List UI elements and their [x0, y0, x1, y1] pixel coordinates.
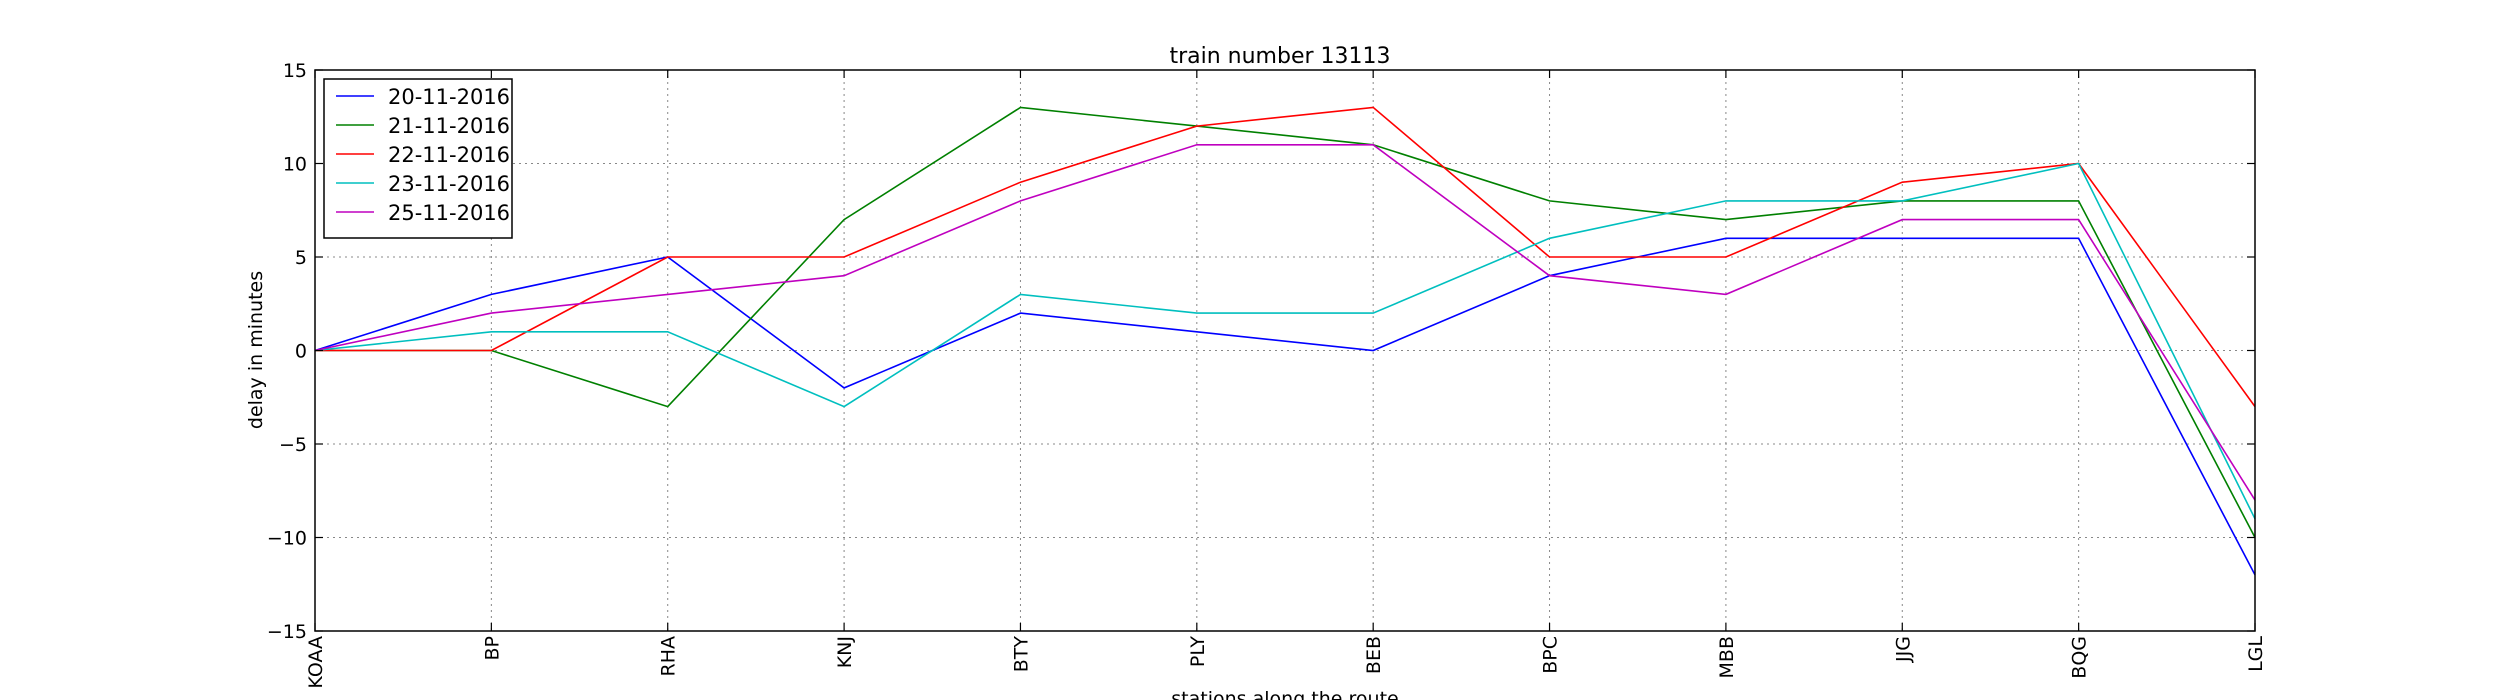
y-tick-label: −5 [279, 434, 307, 456]
legend-entry: 25-11-2016 [388, 201, 510, 225]
x-tick-label: BEB [1363, 636, 1385, 674]
y-axis-label: delay in minutes [245, 271, 267, 429]
x-tick-label: BQG [2069, 636, 2091, 679]
series-line [314, 162, 2256, 520]
x-tick-label: KNJ [834, 636, 856, 668]
series-line [315, 106, 2256, 538]
x-axis-label: stations along the route [1171, 688, 1398, 700]
series-line [315, 106, 2256, 408]
series-lines [314, 106, 2256, 576]
y-tick-label: −15 [267, 621, 307, 643]
legend-entry: 21-11-2016 [388, 114, 510, 138]
y-tick-label: 15 [283, 60, 307, 82]
x-tick-label: RHA [658, 636, 680, 677]
legend-entry: 20-11-2016 [388, 85, 510, 109]
legend: 20-11-2016 21-11-2016 22-11-2016 23-11-2016… [323, 78, 513, 239]
legend-entry: 22-11-2016 [388, 143, 510, 167]
y-axis: −15 −10 −5 0 5 10 15 [267, 60, 2255, 643]
x-tick-label: PLY [1187, 636, 1209, 668]
x-tick-label: MBB [1716, 636, 1738, 678]
plot-frame [314, 69, 2256, 632]
y-tick-label: 10 [283, 154, 307, 176]
chart-title: train number 13113 [1169, 44, 1390, 69]
x-tick-label: BPC [1540, 636, 1562, 674]
x-tick-label: LGL [2245, 636, 2267, 672]
x-tick-label: KOAA [305, 636, 327, 689]
legend-entry: 23-11-2016 [388, 172, 510, 196]
x-tick-label: BP [481, 636, 503, 661]
y-tick-label: 0 [295, 341, 307, 363]
x-tick-label: BTY [1010, 636, 1032, 673]
series-line [314, 237, 2256, 576]
grid-lines [314, 69, 2256, 632]
x-axis: KOAA BP RHA KNJ BTY PLY BEB BPC MBB JJG BQG LGL [305, 70, 2267, 689]
x-tick-label: JJG [1892, 636, 1914, 663]
y-tick-label: 5 [295, 247, 307, 269]
series-line [314, 144, 2256, 501]
y-tick-label: −10 [267, 528, 307, 550]
